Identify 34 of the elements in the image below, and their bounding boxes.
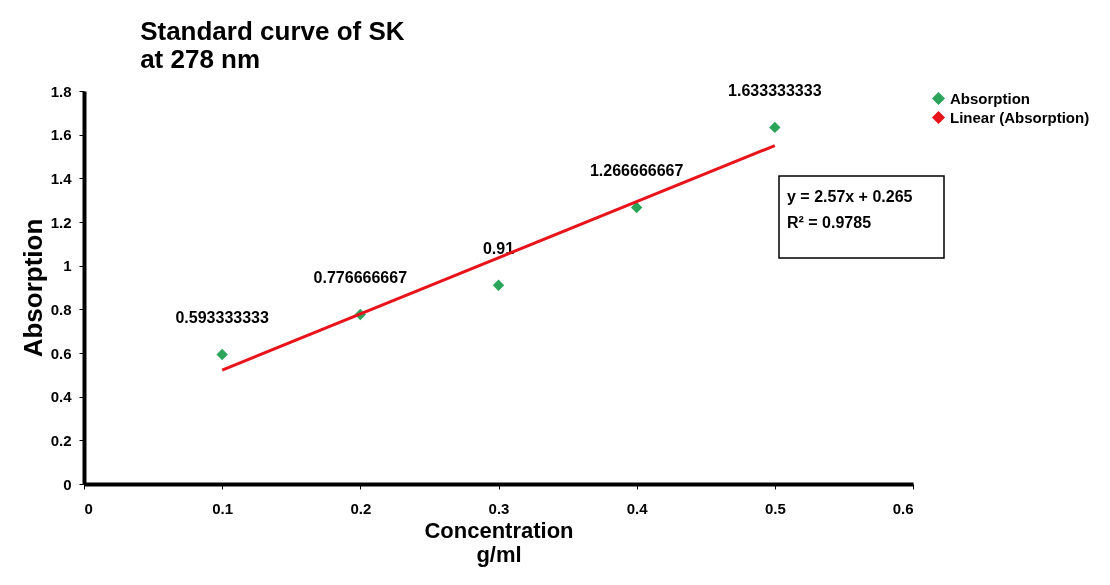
y-tick-label: 1.6	[50, 126, 72, 144]
y-tick-label: 1	[63, 257, 72, 275]
text: at 278 nm	[140, 44, 261, 75]
data-label: 1.266666667	[589, 162, 684, 180]
y-tick-label: 1.8	[50, 82, 72, 100]
legend-label: Absorption	[950, 89, 1030, 107]
legend-label: Linear (Absorption)	[950, 108, 1090, 126]
x-tick-label: 0.4	[626, 499, 649, 517]
x-tick-label: 0.2	[350, 499, 372, 517]
x-tick-label: 0.3	[488, 499, 510, 517]
text: Standard curve of SK	[140, 16, 405, 47]
point	[769, 121, 781, 134]
y-tick-label: 0.8	[50, 300, 72, 318]
point	[216, 348, 228, 361]
y-tick-label: 0.2	[50, 431, 72, 449]
text: Concentration	[424, 517, 574, 543]
annotation: R² = 0.9785	[787, 214, 872, 231]
data-label: 0.593333333	[175, 309, 269, 327]
x-tick-label: 0.6	[892, 499, 914, 517]
point	[630, 201, 643, 214]
annotation: y = 2.57x + 0.265	[787, 188, 913, 205]
y-axis-title: Absorption	[17, 218, 48, 358]
data-label: 0.776666667	[313, 269, 408, 287]
y-tick-label: 1.2	[50, 213, 72, 231]
y-tick-label: 0.6	[50, 344, 72, 362]
text: g/ml	[476, 541, 522, 567]
y-tick-label: 0.4	[50, 388, 73, 406]
y-tick-label: 0	[63, 475, 72, 493]
x-tick-label: 0	[84, 499, 93, 517]
x-tick-label: 0.5	[764, 499, 786, 517]
y-tick-label: 1.4	[50, 169, 73, 187]
x-tick-label: 0.1	[212, 499, 234, 517]
point	[492, 279, 505, 292]
data-label: 1.633333333	[728, 82, 822, 100]
